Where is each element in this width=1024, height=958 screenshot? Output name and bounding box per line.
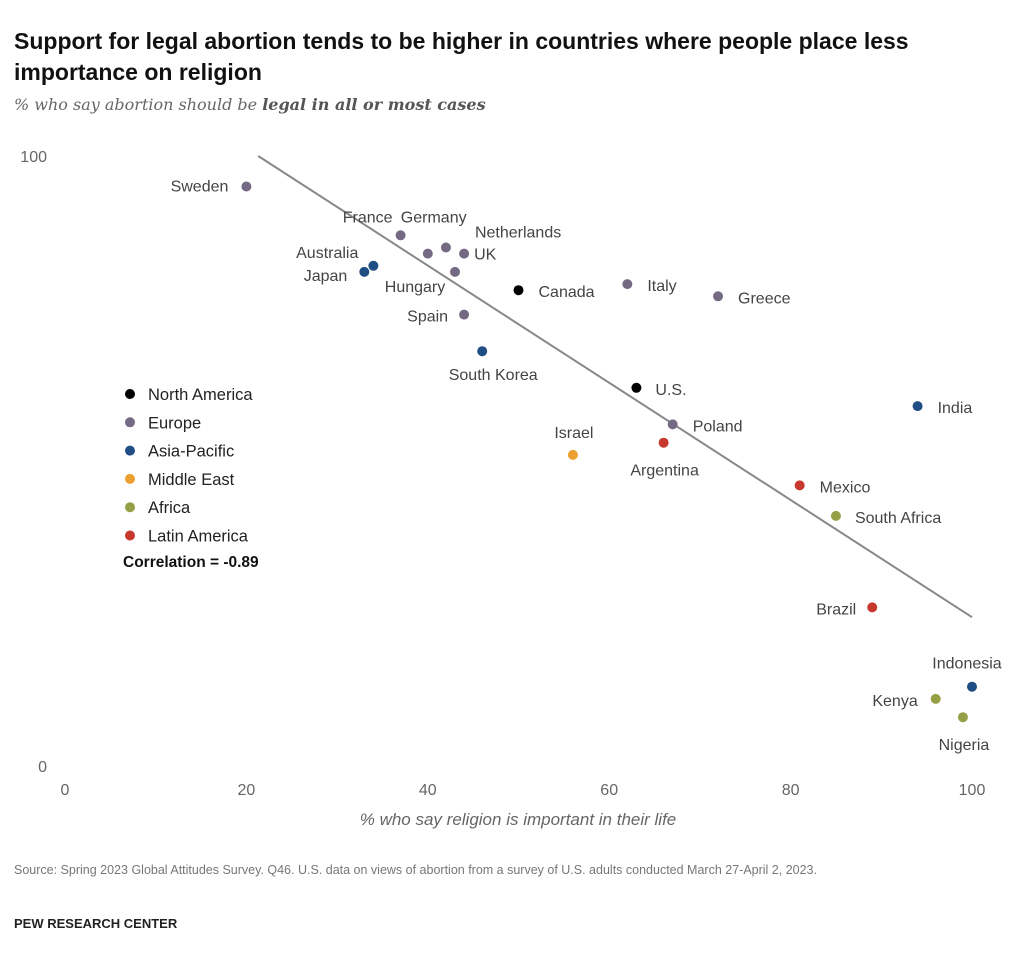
- data-point-u-s-: [631, 382, 642, 393]
- data-point-kenya: [930, 693, 941, 704]
- point-label: India: [938, 400, 973, 417]
- point-label: Spain: [407, 309, 448, 326]
- point-label: Argentina: [630, 463, 699, 480]
- legend-marker: [125, 417, 135, 428]
- x-tick-label: 80: [782, 782, 800, 799]
- legend-marker: [125, 502, 135, 513]
- legend-label: North America: [148, 386, 253, 404]
- legend-marker: [125, 445, 135, 456]
- x-axis-label: % who say religion is important in their…: [360, 810, 677, 829]
- point-label: Poland: [693, 418, 743, 435]
- point-label: Greece: [738, 290, 791, 307]
- data-point-australia: [368, 260, 379, 271]
- point-label: Italy: [647, 278, 676, 295]
- data-point-greece: [713, 291, 724, 302]
- legend-label: Latin America: [148, 528, 249, 546]
- y-tick-label: 0: [38, 759, 47, 776]
- legend-marker: [125, 389, 135, 399]
- data-point-canada: [513, 285, 524, 296]
- subtitle-prefix: % who say abortion should be: [14, 95, 263, 114]
- chart-title: Support for legal abortion tends to be h…: [14, 28, 909, 85]
- x-tick-label: 100: [959, 782, 986, 799]
- data-point-hungary: [450, 266, 461, 277]
- data-point-spain: [459, 309, 470, 320]
- chart-subtitle: % who say abortion should be legal in al…: [14, 95, 486, 114]
- data-point-brazil: [867, 602, 878, 613]
- legend-marker: [125, 530, 135, 541]
- data-point-uk: [459, 248, 470, 259]
- point-label: UK: [474, 247, 497, 264]
- point-label: Japan: [304, 268, 348, 285]
- point-label: Germany: [401, 210, 467, 227]
- source-note: Source: Spring 2023 Global Attitudes Sur…: [14, 863, 817, 877]
- point-label: Nigeria: [939, 737, 990, 754]
- x-tick-label: 60: [600, 782, 618, 799]
- legend-label: Europe: [148, 414, 201, 432]
- trend-line: [257, 155, 973, 618]
- data-point-argentina: [658, 437, 669, 448]
- point-label: South Korea: [449, 367, 538, 384]
- x-tick-label: 40: [419, 782, 437, 799]
- data-point-germany: [422, 248, 433, 259]
- point-label: South Africa: [855, 510, 941, 527]
- data-point-italy: [622, 279, 633, 290]
- legend-label: Asia-Pacific: [148, 443, 234, 461]
- point-label: Indonesia: [932, 656, 1001, 673]
- point-label: Hungary: [385, 279, 445, 296]
- data-point-israel: [567, 449, 578, 460]
- data-point-japan: [359, 266, 370, 277]
- point-label: Australia: [296, 245, 358, 262]
- point-label: Canada: [539, 284, 595, 301]
- point-label: U.S.: [655, 382, 686, 399]
- data-point-india: [912, 401, 923, 412]
- x-tick-label: 20: [238, 782, 256, 799]
- legend-label: Middle East: [148, 471, 235, 489]
- data-point-south-africa: [830, 510, 841, 521]
- point-label: Mexico: [820, 479, 871, 496]
- brand-logo-text: PEW RESEARCH CENTER: [14, 916, 178, 931]
- data-point-nigeria: [957, 712, 968, 723]
- legend-marker: [125, 473, 135, 484]
- point-label: Israel: [554, 425, 593, 442]
- data-point-mexico: [794, 480, 805, 491]
- data-point-netherlands: [440, 242, 451, 253]
- point-label: Netherlands: [475, 225, 561, 242]
- x-tick-label: 0: [61, 782, 70, 799]
- point-label: Kenya: [872, 693, 917, 710]
- subtitle-bold: legal in all or most cases: [262, 95, 486, 114]
- legend-label: Africa: [148, 499, 191, 517]
- point-label: France: [343, 209, 393, 226]
- data-point-south-korea: [477, 346, 488, 357]
- data-point-sweden: [241, 181, 252, 192]
- data-point-indonesia: [967, 681, 977, 692]
- point-label: Sweden: [171, 179, 229, 196]
- y-tick-label: 100: [20, 149, 47, 166]
- data-point-france: [395, 230, 406, 241]
- point-label: Brazil: [816, 601, 856, 618]
- data-point-poland: [667, 419, 678, 430]
- correlation-annotation: Correlation = -0.89: [123, 554, 259, 571]
